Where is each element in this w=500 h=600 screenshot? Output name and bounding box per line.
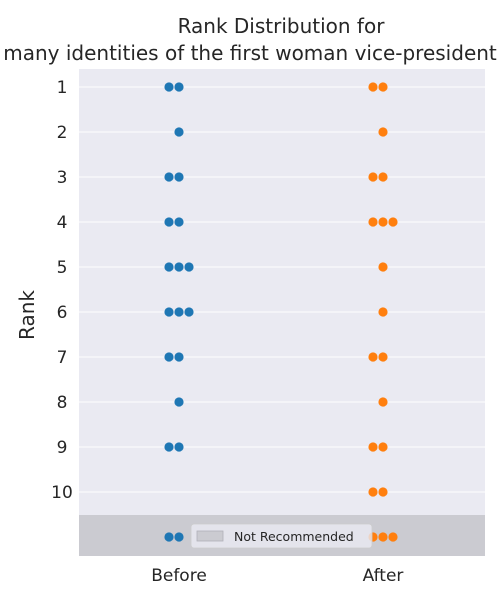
data-point: [368, 487, 377, 496]
y-tick-label: 10: [51, 483, 73, 503]
data-point: [164, 172, 173, 181]
data-point: [368, 442, 377, 451]
data-point: [174, 172, 183, 181]
data-point: [184, 262, 193, 271]
y-tick-label: 3: [57, 168, 68, 188]
x-tick-label: After: [363, 566, 404, 586]
data-point: [378, 352, 387, 361]
data-point: [164, 442, 173, 451]
data-point: [378, 442, 387, 451]
y-axis-label: Rank: [15, 290, 39, 340]
data-point: [174, 307, 183, 316]
data-point: [388, 532, 397, 541]
chart-title: Rank Distribution for many identities of…: [3, 14, 497, 65]
plot-background: [79, 69, 485, 515]
data-point: [184, 307, 193, 316]
data-point: [388, 217, 397, 226]
data-point: [174, 532, 183, 541]
data-point: [174, 127, 183, 136]
data-point: [368, 217, 377, 226]
data-point: [164, 262, 173, 271]
data-point: [378, 532, 387, 541]
data-point: [174, 442, 183, 451]
y-tick-label: 6: [57, 303, 68, 323]
data-point: [164, 82, 173, 91]
data-point: [164, 217, 173, 226]
data-point: [378, 82, 387, 91]
data-point: [378, 217, 387, 226]
data-point: [378, 307, 387, 316]
y-tick-labels: 1 2 3 4 5 6 7 8 9 10: [51, 78, 73, 503]
data-point: [174, 397, 183, 406]
data-point: [174, 217, 183, 226]
y-tick-label: 4: [57, 213, 68, 233]
chart-title-line-2: many identities of the first woman vice-…: [3, 41, 497, 65]
y-tick-label: 8: [57, 393, 68, 413]
data-point: [378, 487, 387, 496]
y-tick-label: 2: [57, 123, 68, 143]
data-point: [164, 532, 173, 541]
data-point: [368, 172, 377, 181]
y-tick-label: 7: [57, 348, 68, 368]
data-point: [174, 262, 183, 271]
chart-title-line-1: Rank Distribution for: [178, 14, 386, 38]
data-point: [368, 82, 377, 91]
x-tick-labels: Before After: [151, 566, 403, 586]
data-point: [378, 127, 387, 136]
y-tick-label: 9: [57, 438, 68, 458]
y-tick-label: 5: [57, 258, 68, 278]
legend: Not Recommended: [191, 524, 372, 548]
legend-label-not-recommended: Not Recommended: [234, 529, 354, 544]
y-tick-label: 1: [57, 78, 68, 98]
data-point: [164, 352, 173, 361]
data-point: [368, 352, 377, 361]
data-point: [164, 307, 173, 316]
data-point: [378, 262, 387, 271]
data-point: [174, 352, 183, 361]
x-tick-label: Before: [151, 566, 207, 586]
data-point: [378, 172, 387, 181]
data-point: [174, 82, 183, 91]
data-point: [378, 397, 387, 406]
legend-swatch: [197, 531, 223, 541]
